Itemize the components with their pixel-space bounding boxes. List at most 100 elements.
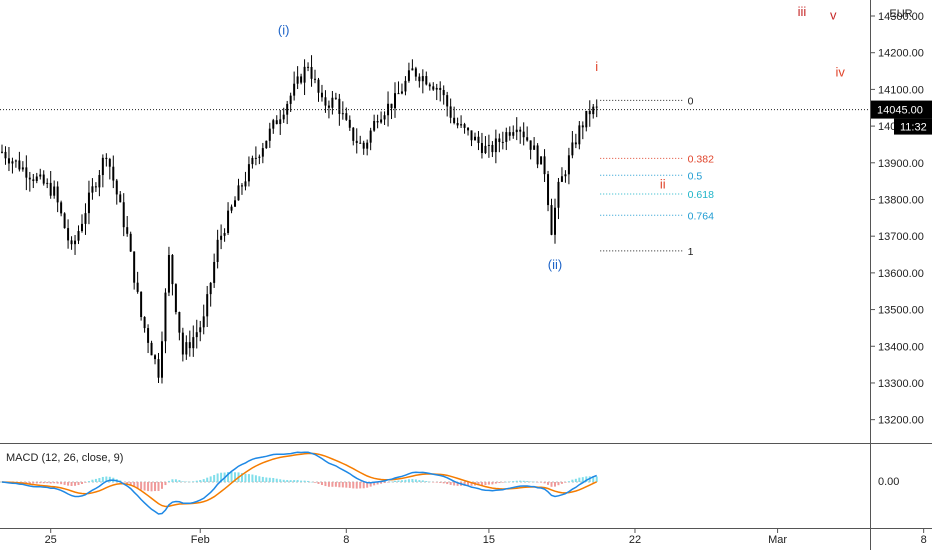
candle[interactable] <box>519 126 522 144</box>
candle[interactable] <box>178 311 181 341</box>
candle[interactable] <box>446 91 449 117</box>
candle[interactable] <box>300 73 303 85</box>
candle[interactable] <box>411 59 414 71</box>
candle[interactable] <box>439 81 442 102</box>
candle[interactable] <box>310 55 313 87</box>
candle[interactable] <box>407 62 410 83</box>
candle[interactable] <box>237 178 240 201</box>
candle[interactable] <box>307 62 310 72</box>
candle[interactable] <box>286 100 289 125</box>
candle[interactable] <box>4 146 7 165</box>
candle[interactable] <box>154 354 157 365</box>
candle[interactable] <box>209 281 212 307</box>
candle[interactable] <box>578 121 581 150</box>
candle[interactable] <box>480 132 483 159</box>
candle[interactable] <box>282 107 285 123</box>
candle[interactable] <box>383 111 386 125</box>
candle[interactable] <box>206 285 209 328</box>
candle[interactable] <box>77 225 80 245</box>
candle[interactable] <box>147 324 150 354</box>
candle[interactable] <box>223 228 226 242</box>
candle[interactable] <box>254 146 257 166</box>
candle[interactable] <box>192 325 195 357</box>
candle[interactable] <box>42 170 45 186</box>
candle[interactable] <box>105 153 108 167</box>
candle[interactable] <box>150 340 153 356</box>
candle[interactable] <box>317 77 320 102</box>
candle[interactable] <box>428 82 431 91</box>
candle[interactable] <box>157 352 160 384</box>
candle[interactable] <box>491 141 494 158</box>
candle[interactable] <box>567 147 570 185</box>
candle[interactable] <box>453 106 456 125</box>
candle[interactable] <box>199 320 202 342</box>
candle[interactable] <box>435 83 438 101</box>
candle[interactable] <box>87 180 90 225</box>
candle[interactable] <box>133 251 136 290</box>
candle[interactable] <box>341 101 344 120</box>
candle[interactable] <box>108 157 111 180</box>
candle[interactable] <box>67 219 70 249</box>
candle[interactable] <box>543 149 546 182</box>
candle[interactable] <box>345 107 348 121</box>
candle[interactable] <box>508 126 511 141</box>
candle[interactable] <box>1 144 3 154</box>
candle[interactable] <box>564 170 567 183</box>
candle[interactable] <box>501 131 504 150</box>
candle[interactable] <box>202 304 205 335</box>
candle[interactable] <box>387 91 390 127</box>
candle[interactable] <box>442 85 445 105</box>
candle[interactable] <box>460 115 463 128</box>
candle[interactable] <box>53 180 56 199</box>
candle[interactable] <box>265 140 268 149</box>
candle[interactable] <box>28 171 31 192</box>
candle[interactable] <box>74 235 77 255</box>
candle[interactable] <box>449 98 452 124</box>
macd-signal-line[interactable] <box>1 452 598 508</box>
candle[interactable] <box>258 154 261 165</box>
candle[interactable] <box>505 127 508 151</box>
candle[interactable] <box>101 154 104 188</box>
candle[interactable] <box>261 142 264 164</box>
candle[interactable] <box>136 271 139 294</box>
wave-label[interactable]: ii <box>660 176 666 191</box>
candle[interactable] <box>477 131 480 151</box>
candle[interactable] <box>414 66 417 81</box>
candle[interactable] <box>84 203 87 235</box>
candle[interactable] <box>533 137 536 150</box>
candle[interactable] <box>595 99 598 118</box>
candle[interactable] <box>39 168 42 180</box>
candle[interactable] <box>247 156 250 187</box>
candle[interactable] <box>348 115 351 131</box>
candle[interactable] <box>425 71 428 86</box>
candle[interactable] <box>498 133 501 153</box>
candle[interactable] <box>119 191 122 203</box>
candle[interactable] <box>394 82 397 118</box>
candle[interactable] <box>181 327 184 362</box>
candle[interactable] <box>526 126 529 142</box>
candle[interactable] <box>512 125 515 139</box>
candle[interactable] <box>390 103 393 120</box>
candle[interactable] <box>581 121 584 140</box>
candle[interactable] <box>171 254 174 296</box>
candle[interactable] <box>268 122 271 148</box>
candle[interactable] <box>456 117 459 129</box>
wave-label[interactable]: iv <box>835 65 845 80</box>
candle[interactable] <box>331 90 334 115</box>
candle[interactable] <box>296 66 299 90</box>
macd-line[interactable] <box>1 451 597 515</box>
candle[interactable] <box>352 127 355 146</box>
candle[interactable] <box>49 171 52 199</box>
candle[interactable] <box>536 143 539 169</box>
candle[interactable] <box>369 127 372 151</box>
candle[interactable] <box>70 236 73 250</box>
candle[interactable] <box>397 81 400 95</box>
candle[interactable] <box>56 181 59 213</box>
candle[interactable] <box>327 100 330 119</box>
candle[interactable] <box>122 193 125 237</box>
candle[interactable] <box>320 84 323 102</box>
candle[interactable] <box>373 114 376 132</box>
candle[interactable] <box>324 90 327 113</box>
candle[interactable] <box>129 231 132 252</box>
